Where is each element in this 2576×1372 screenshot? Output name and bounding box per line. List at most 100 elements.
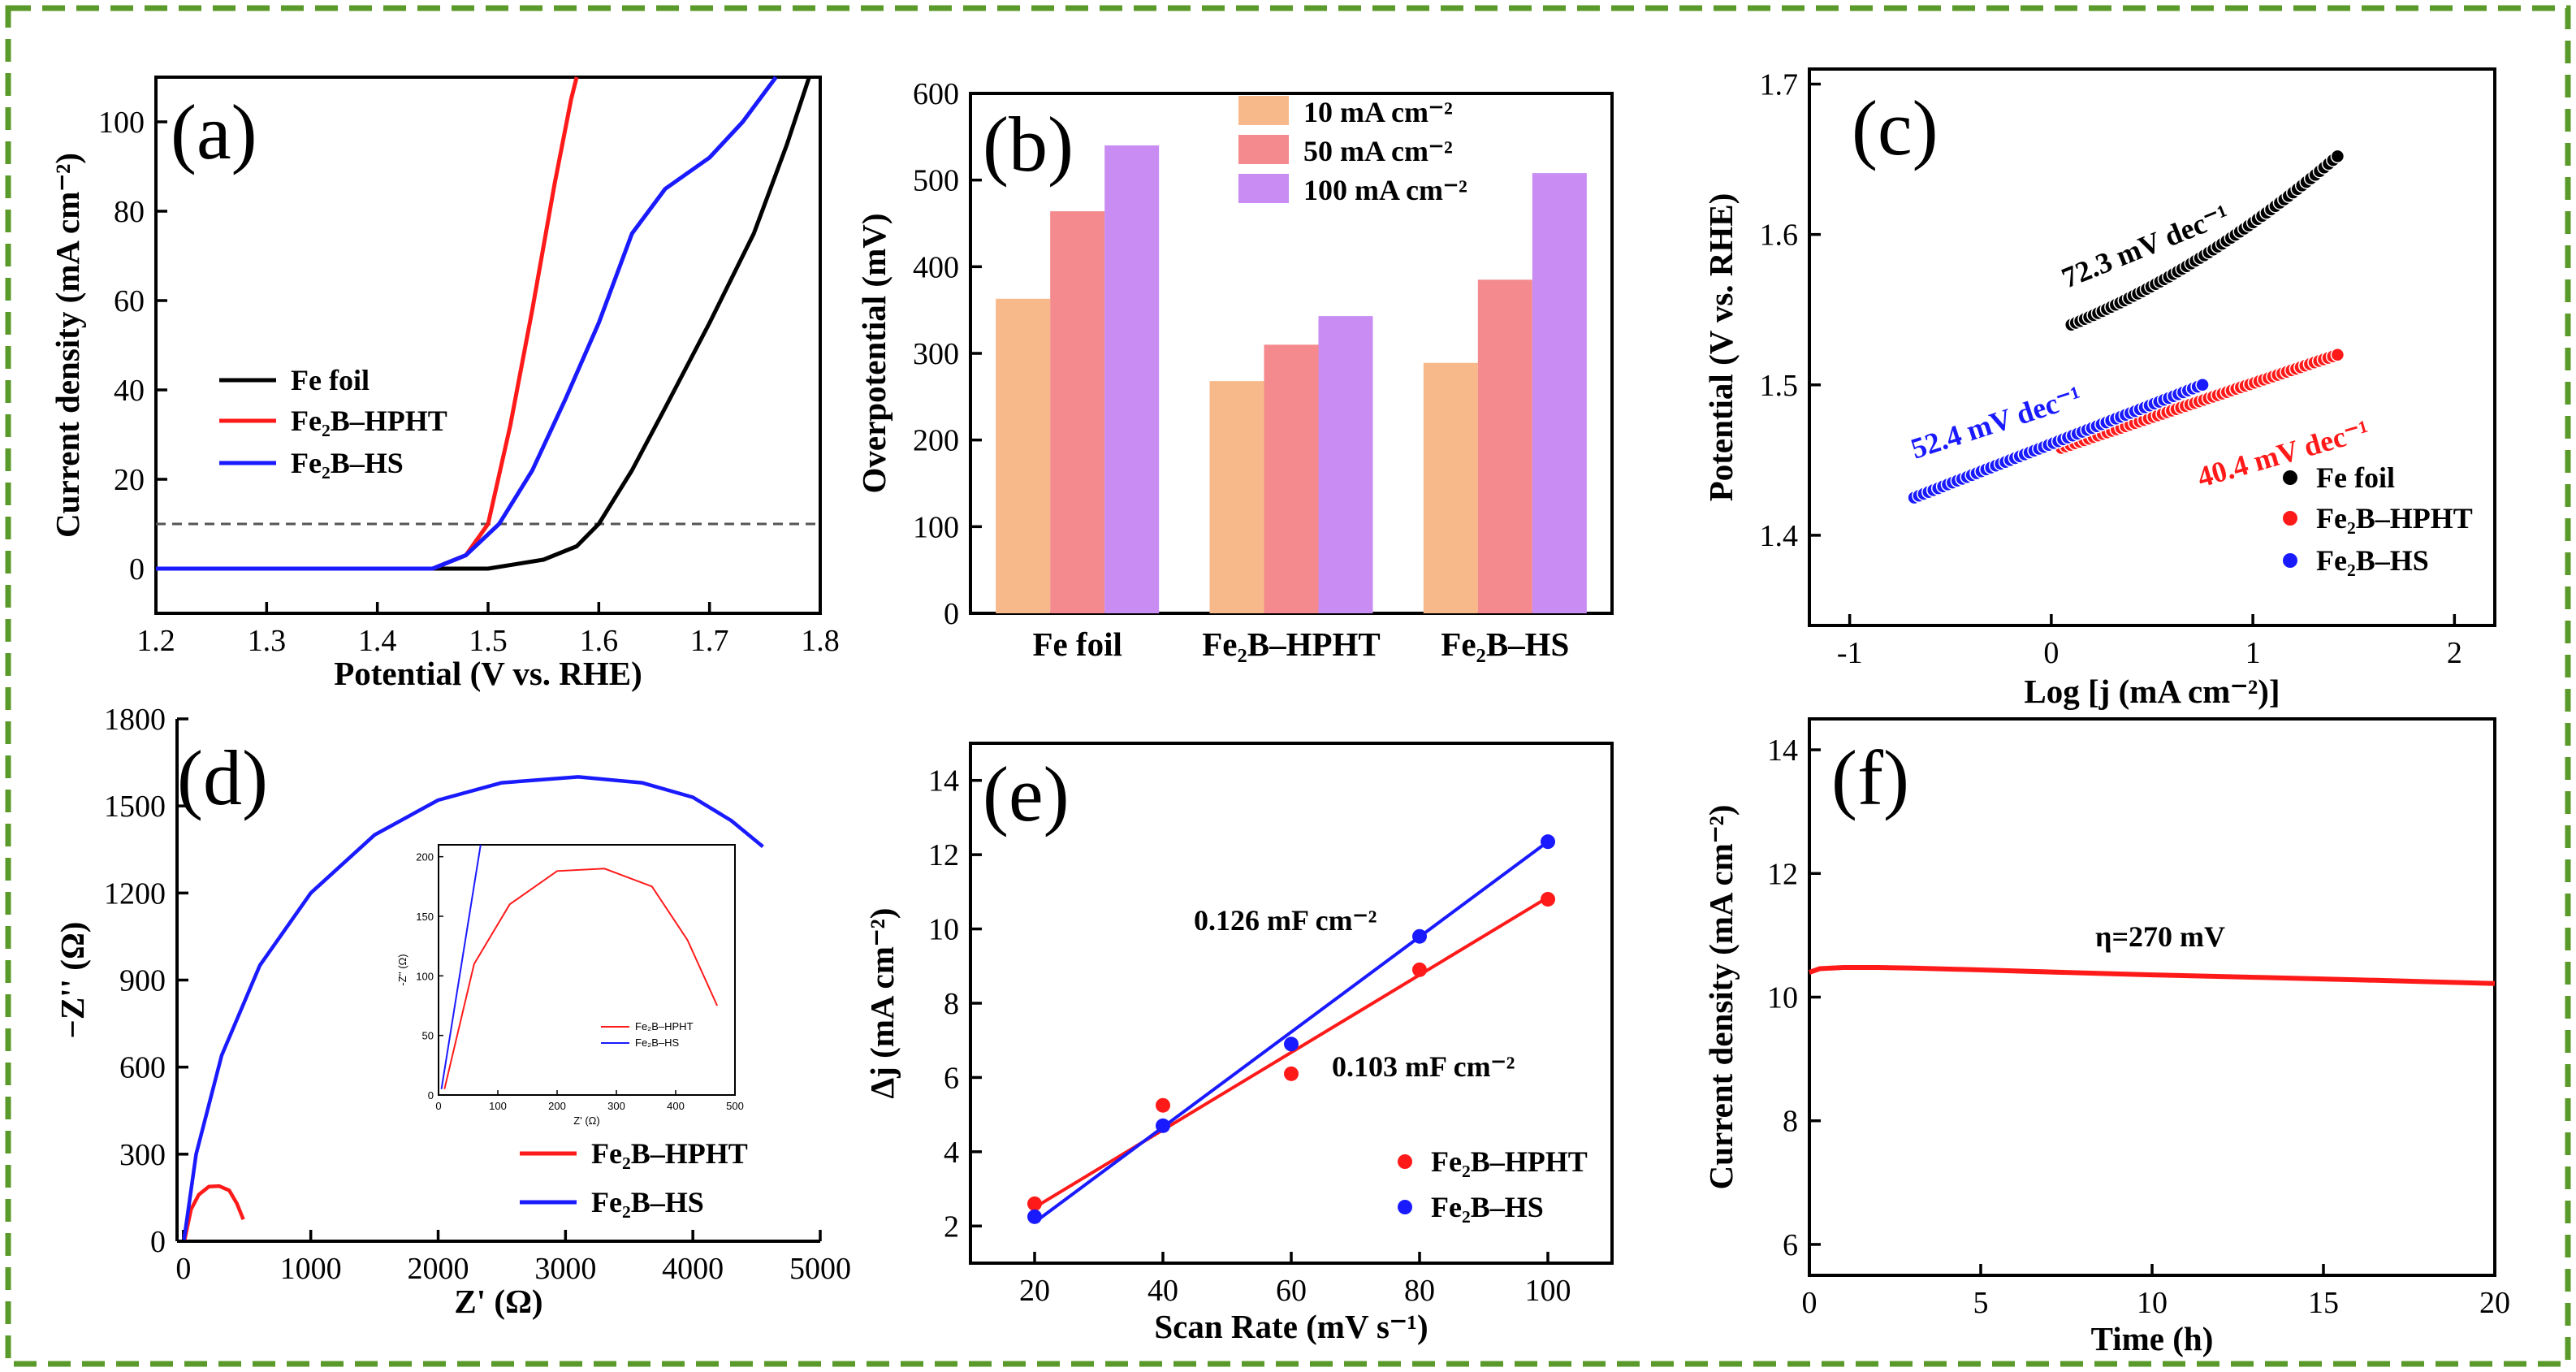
f-x-tick-label: 0 [1802, 1286, 1817, 1320]
a-y-tick-label: 100 [98, 106, 145, 140]
d-y-axis-label: −Z'' (Ω) [54, 922, 91, 1039]
d-inset-y-tick-label: 200 [416, 851, 434, 863]
b-y-tick-label: 400 [913, 250, 959, 284]
a-y-tick-label: 0 [129, 552, 145, 586]
c-legend-marker [2283, 553, 2297, 568]
e-data-point [1284, 1066, 1299, 1081]
c-legend-label: Fe foil [2316, 461, 2395, 494]
c-x-tick-label: 2 [2447, 636, 2462, 670]
f-overpotential-annotation: η=270 mV [2095, 920, 2225, 953]
b-bar [1264, 344, 1319, 613]
d-inset-x-tick-label: 300 [607, 1100, 625, 1112]
e-y-tick-label: 6 [944, 1061, 959, 1095]
panel-f: 0 5 10 15 20 6 8 10 12 14 Time (h) Current density … [1702, 717, 2510, 1357]
panel-c: -1 0 1 2 1.4 1.5 1.6 1.7 Log [j (mA cm⁻²)] Potent… [1702, 67, 2496, 710]
b-bar [1532, 173, 1587, 614]
b-legend-swatch [1238, 135, 1289, 164]
b-bar [1318, 316, 1373, 613]
b-y-tick-label: 100 [913, 510, 959, 544]
a-y-axis-label: Current density (mA cm⁻²) [49, 153, 86, 538]
e-y-axis-label: Δj (mA cm⁻²) [863, 908, 901, 1099]
d-inset-x-tick-label: 100 [489, 1100, 507, 1112]
f-y-tick-label: 8 [1783, 1105, 1798, 1139]
d-inset-x-tick-label: 400 [667, 1100, 685, 1112]
c-legend-marker [2283, 470, 2297, 485]
dashed-frame [5, 5, 2571, 1367]
e-slope-annotation-hpht: 0.103 mF cm⁻² [1332, 1050, 1515, 1083]
b-panel-label: (b) [983, 101, 1074, 188]
c-y-tick-label: 1.5 [1760, 369, 1799, 403]
d-legend-label: Fe₂B–HS [591, 1186, 704, 1218]
e-data-point [1412, 962, 1427, 977]
panel-d: 0 1000 2000 3000 4000 50000300600900120015001… [54, 703, 851, 1320]
b-legend-label: 100 mA cm⁻² [1303, 174, 1467, 206]
a-x-tick-label: 1.2 [136, 624, 175, 658]
panel-e: 20 40 60 80 100 2 4 6 8 10 12 14 Scan Rate (mV s⁻¹) Δ… [863, 742, 1614, 1345]
e-slope-annotation-hs: 0.126 mF cm⁻² [1194, 904, 1377, 937]
b-legend-label: 10 mA cm⁻² [1303, 96, 1453, 128]
d-y-tick-label: 900 [119, 964, 166, 998]
d-inset-legend-label: Fe₂B–HS [635, 1037, 680, 1049]
f-y-tick-label: 14 [1767, 734, 1798, 768]
b-bar [1423, 362, 1478, 613]
e-x-axis-label: Scan Rate (mV s⁻¹) [1154, 1308, 1428, 1345]
e-legend-marker [1398, 1200, 1412, 1214]
f-x-tick-label: 20 [2479, 1286, 2510, 1320]
a-series-line-0 [156, 76, 811, 571]
d-x-tick-label: 0 [175, 1252, 191, 1286]
a-x-tick-label: 1.3 [248, 624, 287, 658]
d-inset-x-tick-label: 0 [435, 1100, 441, 1112]
e-legend-label: Fe₂B–HS [1431, 1191, 1544, 1223]
d-y-tick-label: 1800 [104, 703, 166, 737]
b-legend-label: 50 mA cm⁻² [1303, 135, 1453, 167]
e-x-tick-label: 80 [1404, 1274, 1435, 1308]
a-x-tick-label: 1.4 [358, 624, 397, 658]
a-x-tick-label: 1.8 [801, 624, 840, 658]
e-fit-line-0 [1033, 896, 1549, 1210]
b-bar [996, 298, 1051, 613]
e-legend-marker [1398, 1154, 1412, 1169]
e-x-tick-label: 40 [1148, 1274, 1178, 1308]
a-x-tick-label: 1.6 [580, 624, 619, 658]
a-x-tick-label: 1.7 [690, 624, 729, 658]
b-y-tick-label: 600 [913, 77, 959, 111]
c-data-point [2330, 149, 2345, 164]
b-bar [1477, 279, 1532, 613]
b-legend-swatch [1238, 174, 1289, 203]
panel-a: 1.2 1.3 1.4 1.5 1.6 1.7 1.8 0 20 40 60 80 100 Potenti… [49, 76, 840, 692]
c-x-tick-label: -1 [1837, 636, 1863, 670]
f-series-line-0 [1808, 965, 2496, 986]
d-inset-y-tick-label: 150 [416, 911, 434, 923]
c-plot-frame [1808, 67, 2496, 627]
c-legend-label: Fe₂B–HS [2316, 544, 2429, 577]
a-y-tick-label: 20 [114, 463, 145, 497]
c-x-tick-label: 0 [2043, 636, 2059, 670]
e-y-tick-label: 14 [928, 764, 959, 799]
e-data-point [1027, 1196, 1042, 1211]
e-data-point [1541, 834, 1555, 850]
d-y-tick-label: 1500 [104, 790, 166, 824]
e-data-point [1284, 1037, 1299, 1052]
f-x-tick-label: 10 [2137, 1286, 2168, 1320]
b-category-label: Fe foil [1032, 625, 1122, 663]
e-data-point [1156, 1118, 1170, 1133]
a-legend-label: Fe foil [291, 364, 370, 396]
e-y-tick-label: 8 [944, 987, 959, 1021]
d-y-tick-label: 600 [119, 1051, 166, 1085]
d-series-line-0 [183, 1184, 245, 1240]
b-y-tick-label: 500 [913, 164, 959, 198]
b-category-label: Fe₂B–HS [1441, 625, 1569, 663]
e-y-tick-label: 10 [928, 913, 959, 947]
e-data-point [1156, 1097, 1170, 1113]
f-y-axis-label: Current density (mA cm⁻²) [1702, 805, 1740, 1190]
d-x-tick-label: 1000 [280, 1252, 342, 1286]
e-data-point [1027, 1209, 1042, 1224]
e-data-point [1412, 928, 1427, 944]
d-inset-x-tick-label: 500 [726, 1100, 744, 1112]
d-x-tick-label: 3000 [534, 1252, 596, 1286]
d-inset-x-tick-label: 200 [548, 1100, 566, 1112]
e-x-tick-label: 60 [1276, 1274, 1307, 1308]
d-inset-legend-label: Fe₂B–HPHT [635, 1020, 694, 1032]
f-y-tick-label: 12 [1767, 857, 1798, 891]
